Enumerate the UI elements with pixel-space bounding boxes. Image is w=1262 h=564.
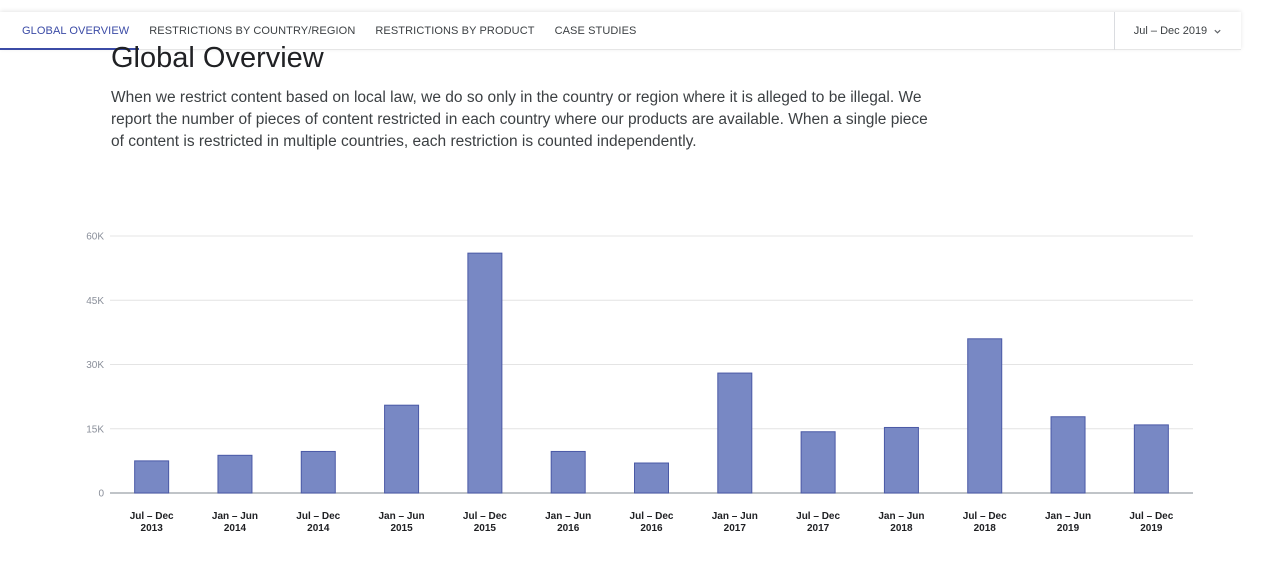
period-dropdown-value: Jul – Dec 2019 <box>1133 25 1208 37</box>
page-title: Global Overview <box>111 42 324 74</box>
bar <box>800 431 836 494</box>
x-tick-label-period: Jul – Dec <box>796 511 840 522</box>
tab-case-studies[interactable]: CASE STUDIES <box>554 25 637 37</box>
x-tick-label-year: 2016 <box>640 523 663 534</box>
x-tick-label-year: 2018 <box>974 523 997 534</box>
x-tick-label-year: 2015 <box>390 523 413 534</box>
bar <box>550 450 586 494</box>
x-tick-label-period: Jan – Jun <box>878 511 924 522</box>
tab-global-overview[interactable]: GLOBAL OVERVIEW <box>0 12 140 50</box>
x-tick-label-year: 2014 <box>307 523 330 534</box>
y-tick-label: 30K <box>86 360 104 371</box>
x-tick-label-period: Jul – Dec <box>296 511 340 522</box>
page-description: When we restrict content based on local … <box>111 89 928 150</box>
x-tick-label-period: Jan – Jun <box>379 511 425 522</box>
chevron-down-icon <box>1214 29 1221 34</box>
tab-restrictions-by-country-region[interactable]: RESTRICTIONS BY COUNTRY/REGION <box>149 25 356 37</box>
section-tabs: GLOBAL OVERVIEW RESTRICTIONS BY COUNTRY/… <box>0 12 646 50</box>
y-tick-label: 0 <box>98 489 104 500</box>
x-tick-label-year: 2013 <box>141 523 164 534</box>
x-tick-label-year: 2014 <box>224 523 247 534</box>
y-tick-label: 15K <box>86 424 104 435</box>
y-tick-label: 45K <box>86 296 104 307</box>
x-tick-label-period: Jan – Jun <box>1045 511 1091 522</box>
x-tick-label-year: 2015 <box>474 523 497 534</box>
bar <box>634 462 669 494</box>
x-tick-label-period: Jan – Jun <box>712 511 758 522</box>
bar <box>1133 424 1169 494</box>
x-tick-label-period: Jul – Dec <box>1129 511 1173 522</box>
x-tick-label-year: 2019 <box>1140 523 1163 534</box>
x-tick-label-year: 2016 <box>557 523 580 534</box>
tab-restrictions-by-product[interactable]: RESTRICTIONS BY PRODUCT <box>375 25 535 37</box>
bar <box>217 454 253 494</box>
bar <box>1050 416 1086 494</box>
x-tick-label-year: 2018 <box>890 523 913 534</box>
bar <box>883 426 919 494</box>
x-tick-label-period: Jul – Dec <box>463 511 507 522</box>
y-tick-label: 60K <box>86 232 104 243</box>
x-tick-label-year: 2017 <box>807 523 830 534</box>
period-dropdown[interactable]: Jul – Dec 2019 <box>1114 12 1241 50</box>
bar <box>967 338 1003 494</box>
bar <box>467 252 503 494</box>
x-tick-label-period: Jan – Jun <box>545 511 591 522</box>
x-tick-label-period: Jan – Jun <box>212 511 258 522</box>
x-tick-label-period: Jul – Dec <box>630 511 674 522</box>
bar <box>300 450 336 494</box>
bar <box>134 460 170 494</box>
top-navigation-bar: GLOBAL OVERVIEW RESTRICTIONS BY COUNTRY/… <box>0 12 1241 50</box>
bar <box>717 372 753 494</box>
x-tick-label-period: Jul – Dec <box>130 511 174 522</box>
x-tick-label-period: Jul – Dec <box>963 511 1007 522</box>
bar <box>384 404 420 494</box>
x-tick-label-year: 2019 <box>1057 523 1080 534</box>
x-tick-label-year: 2017 <box>724 523 747 534</box>
